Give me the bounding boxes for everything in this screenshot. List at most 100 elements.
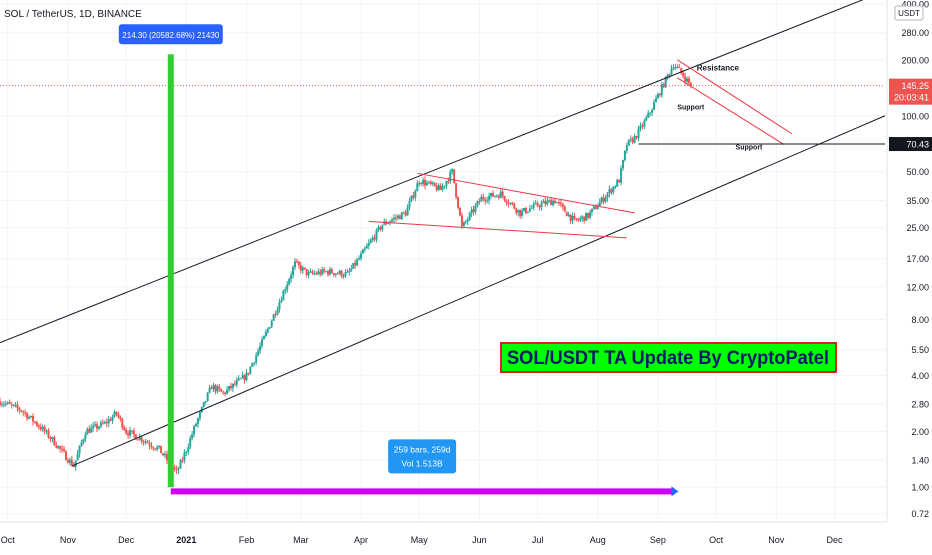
candle-body — [344, 272, 347, 277]
candle-body — [14, 404, 17, 406]
trend-line[interactable] — [417, 172, 635, 214]
candle-body — [392, 217, 395, 220]
candle-up — [530, 205, 533, 210]
candle-down — [295, 258, 298, 263]
candle-up — [2, 401, 5, 408]
channel-line[interactable] — [71, 115, 886, 467]
candle-up — [350, 264, 353, 273]
time-axis-background[interactable] — [0, 522, 887, 550]
current-price-badge: 145.25 20:03:41 — [889, 78, 932, 105]
candle-up — [526, 211, 529, 214]
candle-body — [290, 274, 293, 280]
candle-body — [307, 272, 310, 276]
candle-up — [216, 384, 219, 394]
trend-line[interactable] — [368, 220, 627, 239]
candle-up — [451, 168, 454, 175]
candle-up — [443, 185, 446, 189]
candle-up — [621, 159, 624, 171]
candle-up — [28, 415, 31, 420]
candle-down — [142, 439, 145, 446]
candle-up — [400, 211, 403, 221]
candle-body — [278, 302, 281, 310]
candle-body — [581, 216, 584, 219]
candle-body — [134, 434, 137, 440]
candle-body — [484, 199, 487, 201]
price-range-bar[interactable] — [167, 54, 174, 488]
date-range-label-bg — [388, 439, 457, 474]
candle-up — [288, 277, 291, 286]
candle-body — [185, 451, 188, 453]
candle-body — [239, 378, 242, 380]
candle-down — [148, 439, 151, 450]
candle-body — [257, 350, 260, 356]
candle-body — [150, 445, 153, 448]
candle-up — [0, 401, 3, 408]
trend-line[interactable] — [677, 59, 793, 135]
candle-body — [107, 419, 110, 424]
candle-down — [96, 421, 99, 433]
x-tick-label: Jun — [472, 535, 487, 545]
candle-body — [682, 72, 685, 77]
overlay-layer[interactable]: 214.30 (20582.68%) 21430 259 bars, 259d Vo… — [4, 9, 837, 474]
candle-body — [259, 345, 262, 351]
candle-down — [121, 417, 124, 430]
candle-up — [495, 194, 498, 198]
x-tick-label: Sep — [650, 535, 666, 545]
candle-body — [389, 221, 392, 223]
candle-down — [37, 423, 40, 430]
candle-body — [476, 201, 479, 206]
candle-up — [579, 215, 582, 222]
channel-line[interactable] — [0, 0, 885, 344]
candle-body — [420, 183, 423, 185]
candle-body — [284, 289, 287, 291]
candle-up — [193, 425, 196, 438]
candle-body — [41, 426, 44, 430]
candle-body — [513, 203, 516, 209]
trend-line[interactable] — [677, 77, 785, 145]
candle-body — [402, 212, 405, 214]
price-range-label-bg — [118, 24, 223, 45]
candle-body — [165, 454, 168, 461]
candle-down — [229, 382, 232, 391]
price-range-label-text: 214.30 (20582.68%) 21430 — [122, 31, 220, 40]
candle-up — [163, 450, 166, 459]
candle-body — [519, 209, 522, 216]
candle-body — [196, 418, 199, 425]
candle-up — [268, 326, 271, 329]
candle-body — [297, 261, 300, 266]
candle-body — [458, 208, 461, 216]
candle-down — [305, 268, 308, 278]
candle-body — [70, 459, 73, 466]
candle-body — [175, 468, 178, 470]
candle-down — [563, 204, 566, 212]
x-tick-label: Nov — [60, 535, 77, 545]
candle-up — [321, 267, 324, 276]
currency-badge[interactable]: USDT — [894, 5, 924, 21]
candle-up — [144, 438, 147, 445]
candle-up — [449, 169, 452, 185]
candle-body — [189, 438, 192, 448]
candle-body — [140, 437, 143, 442]
candle-down — [222, 390, 225, 395]
candle-body — [325, 271, 328, 273]
candle-body — [37, 425, 40, 427]
candle-body — [76, 453, 79, 461]
candle-down — [460, 212, 463, 229]
drawings-layer[interactable] — [0, 0, 886, 497]
candle-down — [394, 214, 397, 223]
candle-down — [26, 412, 29, 421]
candle-up — [674, 63, 677, 70]
candle-body — [373, 237, 376, 240]
date-range-bar[interactable] — [170, 488, 674, 495]
candle-body — [214, 385, 217, 392]
candle-down — [109, 416, 112, 422]
candle-down — [687, 75, 690, 87]
candle-down — [146, 439, 149, 444]
candle-body — [517, 209, 520, 213]
candle-down — [274, 310, 277, 318]
x-tick-label: Aug — [590, 535, 606, 545]
candle-up — [189, 435, 192, 450]
candle-body — [559, 202, 562, 205]
